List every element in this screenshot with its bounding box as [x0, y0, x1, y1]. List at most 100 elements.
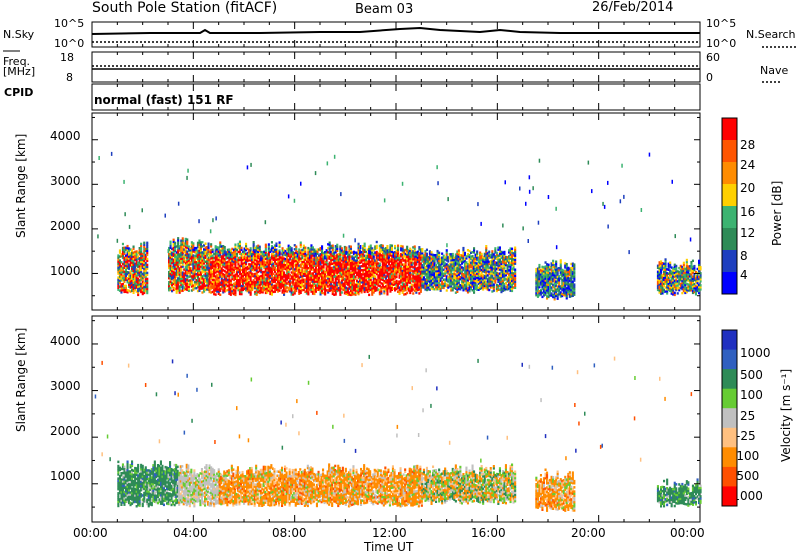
range-cell	[428, 284, 431, 287]
range-cell	[272, 256, 275, 259]
range-cell	[245, 288, 248, 292]
range-cell	[124, 260, 127, 263]
range-cell	[234, 275, 237, 278]
range-cell	[328, 251, 331, 254]
range-cell	[171, 283, 174, 287]
range-cell	[255, 291, 258, 294]
range-cell	[512, 282, 515, 285]
range-cell	[336, 257, 339, 261]
range-cell	[336, 273, 339, 277]
range-cell	[184, 265, 187, 269]
range-cell	[485, 251, 488, 254]
range-cell	[392, 257, 395, 260]
range-cell	[451, 287, 454, 290]
range-cell	[257, 284, 260, 288]
range-cell	[331, 266, 334, 269]
range-cell	[500, 280, 503, 284]
range-cell	[141, 278, 144, 282]
range-cell	[482, 260, 485, 263]
range-cell	[369, 272, 372, 275]
range-cell	[301, 266, 304, 270]
range-cell	[211, 264, 214, 267]
range-cell	[281, 289, 284, 292]
range-cell	[190, 255, 193, 258]
range-cell	[299, 245, 302, 248]
range-cell	[497, 264, 500, 267]
range-cell	[445, 259, 448, 262]
range-cell	[267, 271, 270, 274]
range-cell	[192, 260, 195, 263]
range-cell	[208, 276, 211, 280]
range-cell	[474, 279, 477, 283]
range-cell	[189, 269, 192, 272]
range-cell	[384, 257, 387, 260]
range-cell	[371, 271, 374, 274]
range-cell	[252, 269, 255, 272]
range-cell	[368, 259, 371, 262]
range-cell	[333, 293, 336, 296]
range-cell	[419, 286, 422, 289]
range-cell	[314, 284, 317, 287]
range-cell	[334, 249, 337, 252]
range-cell	[333, 255, 336, 258]
range-cell	[470, 261, 473, 264]
range-cell	[143, 247, 146, 250]
range-cell	[336, 285, 339, 289]
range-cell	[489, 270, 492, 273]
range-cell	[242, 282, 245, 286]
range-cell	[240, 268, 243, 272]
range-cell	[435, 272, 438, 275]
range-cell	[190, 249, 193, 252]
range-cell	[181, 273, 184, 276]
range-cell	[222, 247, 225, 250]
range-cell	[444, 284, 447, 287]
range-cell	[293, 272, 296, 275]
range-cell	[357, 268, 360, 272]
range-cell	[293, 282, 296, 285]
range-cell	[395, 249, 398, 253]
range-cell	[299, 253, 302, 256]
range-cell	[536, 267, 539, 270]
range-cell	[231, 289, 234, 293]
range-cell	[213, 286, 216, 290]
range-cell	[216, 290, 219, 293]
range-cell	[494, 269, 497, 272]
range-cell	[246, 287, 249, 291]
range-cell	[328, 253, 331, 256]
range-cell	[433, 288, 436, 291]
range-cell	[311, 264, 314, 267]
range-cell	[445, 253, 448, 256]
range-cell	[482, 262, 485, 265]
range-cell	[272, 248, 275, 251]
range-cell	[251, 280, 254, 284]
range-cell	[118, 265, 121, 268]
range-cell	[375, 286, 378, 290]
range-cell	[539, 275, 542, 278]
range-cell	[386, 245, 389, 248]
range-cell	[316, 278, 319, 281]
range-cell	[459, 270, 462, 273]
range-cell	[178, 249, 181, 252]
range-cell	[356, 287, 359, 290]
range-cell	[509, 265, 512, 268]
range-cell	[222, 289, 225, 292]
range-cell	[343, 272, 346, 275]
range-cell	[318, 286, 321, 289]
range-cell	[456, 290, 459, 293]
range-cell	[226, 250, 229, 254]
range-cell	[296, 271, 299, 274]
range-cell	[307, 256, 310, 260]
range-cell	[384, 287, 387, 290]
range-cell	[270, 289, 273, 292]
range-cell	[439, 257, 442, 260]
range-cell	[234, 267, 237, 270]
range-cell	[129, 256, 132, 259]
range-cell	[124, 274, 127, 277]
range-cell	[351, 273, 354, 276]
range-cell	[220, 275, 223, 278]
range-cell	[226, 264, 229, 268]
range-cell	[514, 282, 517, 285]
range-cell	[301, 270, 304, 274]
range-cell	[463, 287, 466, 291]
range-cell	[180, 271, 183, 274]
